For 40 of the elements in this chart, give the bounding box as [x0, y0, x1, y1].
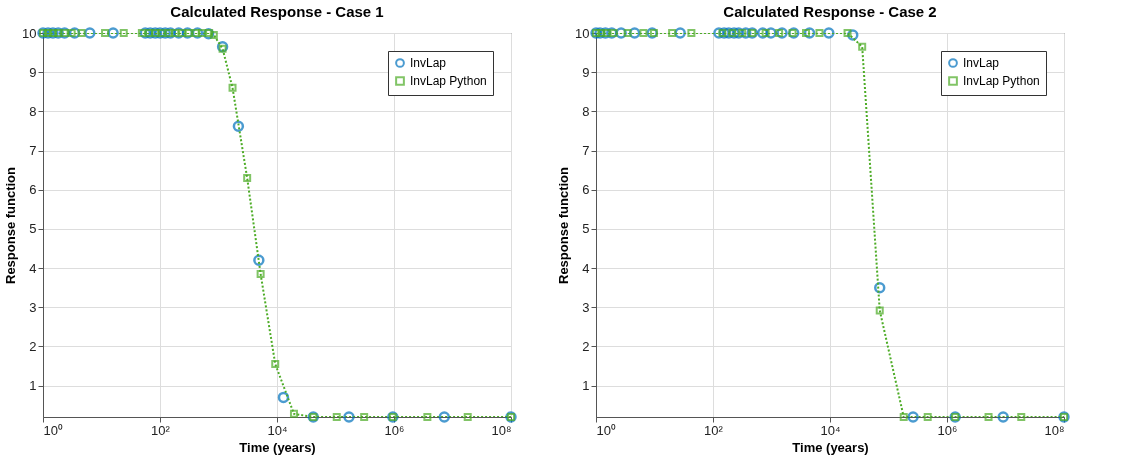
- x-tick-label: 10⁴: [820, 422, 841, 438]
- x-tick-label: 10⁶: [384, 422, 405, 438]
- x-tick-label: 10⁸: [491, 422, 512, 438]
- y-tick-label: 7: [29, 143, 37, 159]
- y-tick-label: 2: [29, 338, 37, 354]
- y-tick-label: 5: [29, 221, 37, 237]
- legend-label: InvLap Python: [410, 74, 487, 88]
- y-tick-label: 2: [582, 338, 590, 354]
- legend-label: InvLap: [963, 56, 1000, 70]
- y-tick-label: 1: [29, 378, 37, 394]
- x-tick-label: 10²: [704, 422, 724, 438]
- chart-title: Calculated Response - Case 1: [170, 2, 384, 20]
- x-tick-label: 10⁸: [1044, 422, 1065, 438]
- y-tick-label: 8: [582, 103, 590, 119]
- x-tick-label: 10⁴: [267, 422, 288, 438]
- y-tick-label: 4: [582, 260, 590, 276]
- x-tick-label: 10⁶: [937, 422, 958, 438]
- y-tick-label: 7: [582, 143, 590, 159]
- x-tick-label: 10⁰: [596, 422, 616, 438]
- x-tick-label: 10²: [151, 422, 171, 438]
- y-tick-label: 9: [29, 64, 37, 80]
- chart-title: Calculated Response - Case 2: [723, 2, 937, 20]
- y-tick-label: 3: [582, 299, 590, 315]
- y-tick-label: 10: [575, 25, 590, 41]
- legend-label: InvLap: [410, 56, 447, 70]
- x-tick-label: 10⁰: [43, 422, 63, 438]
- y-tick-label: 3: [29, 299, 37, 315]
- y-tick-label: 5: [582, 221, 590, 237]
- y-tick-label: 6: [29, 182, 37, 198]
- x-axis-title: Time (years): [239, 439, 316, 455]
- legend-label: InvLap Python: [963, 74, 1040, 88]
- y-axis-title: Response function: [3, 166, 19, 285]
- x-axis-title: Time (years): [792, 439, 869, 455]
- y-tick-label: 10: [22, 25, 37, 41]
- y-tick-label: 9: [582, 64, 590, 80]
- y-tick-label: 8: [29, 103, 37, 119]
- y-axis-title: Response function: [556, 166, 572, 285]
- y-tick-label: 4: [29, 260, 37, 276]
- y-tick-label: 6: [582, 182, 590, 198]
- y-tick-label: 1: [582, 378, 590, 394]
